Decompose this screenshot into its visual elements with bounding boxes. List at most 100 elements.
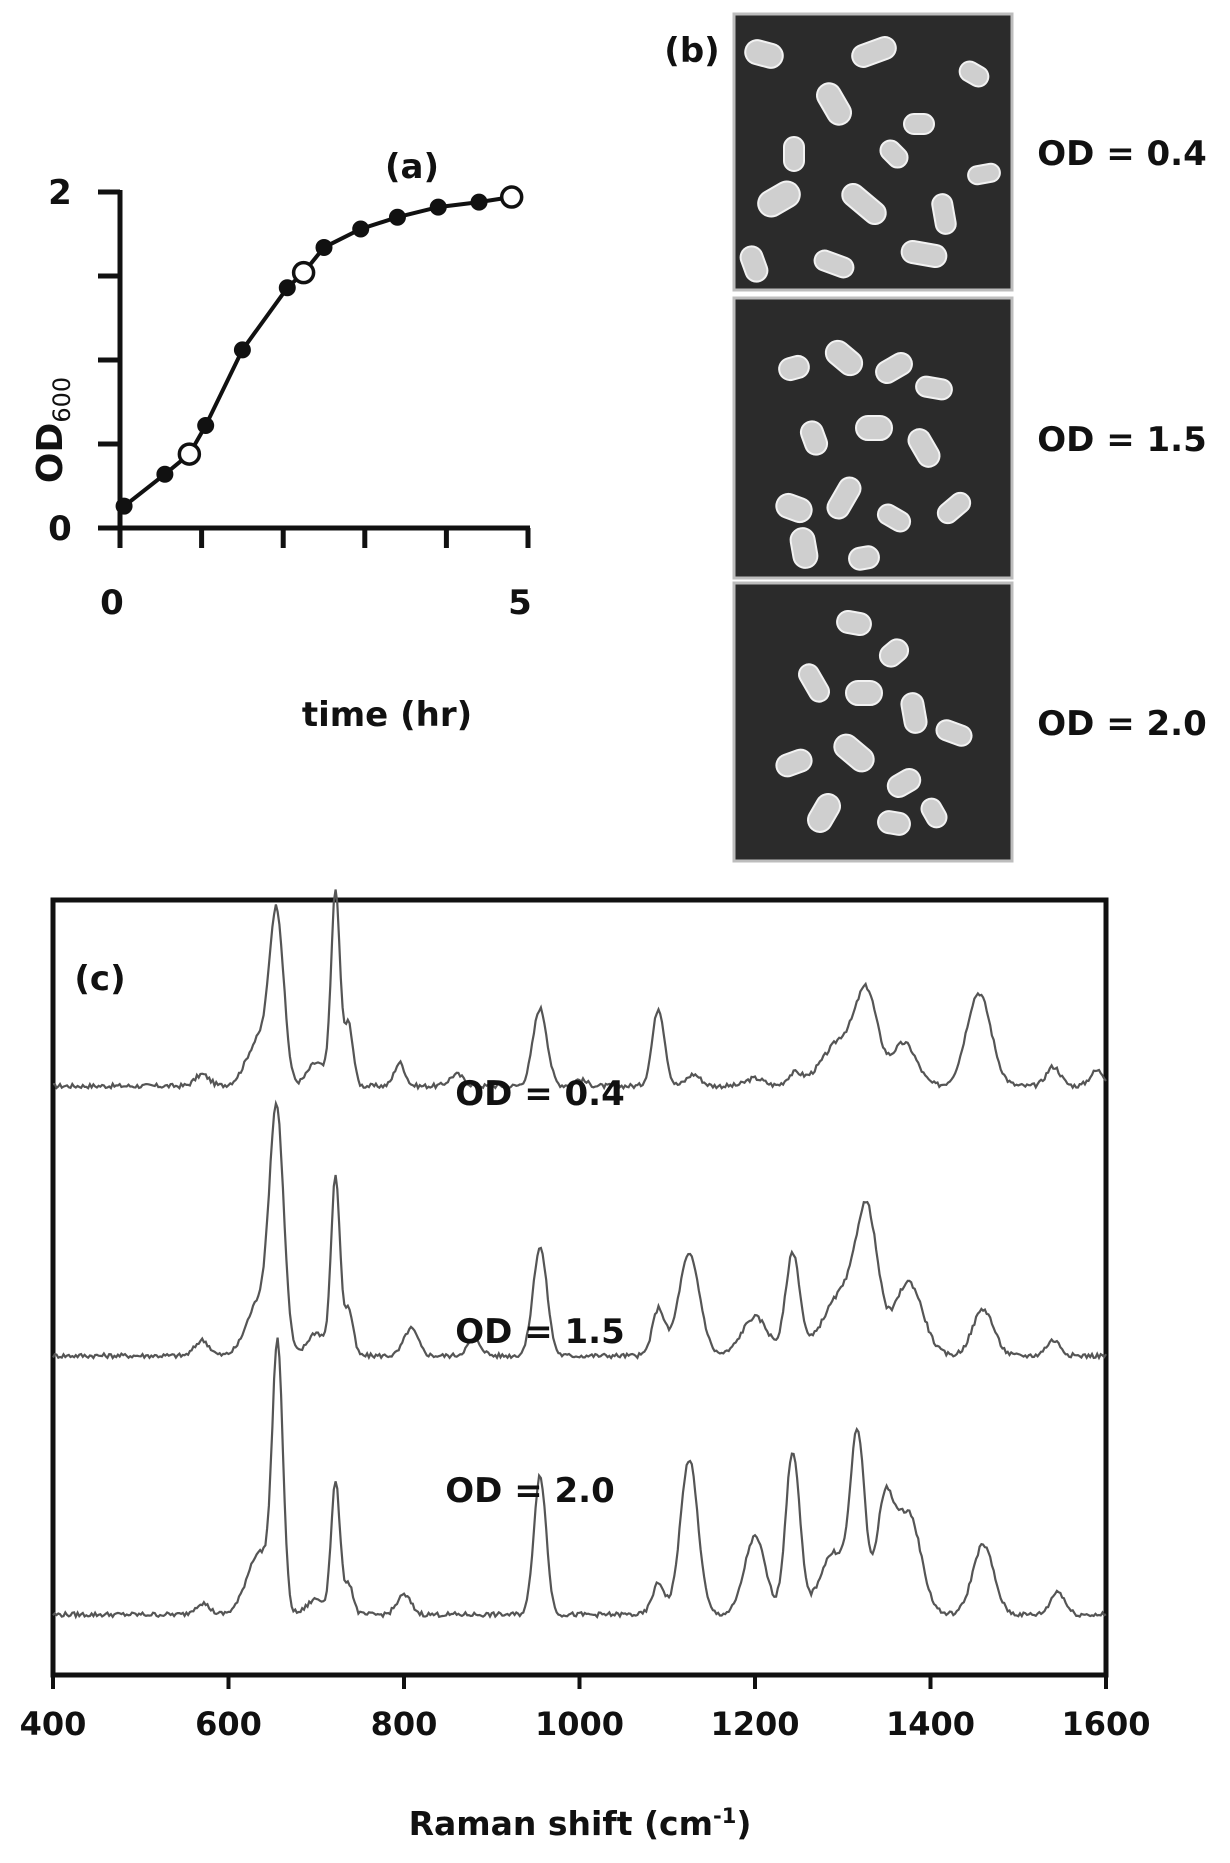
y-axis-label: OD600 <box>30 377 76 483</box>
data-point-open <box>291 260 316 285</box>
raman-x-tick-label: 1200 <box>710 1705 799 1743</box>
raman-x-tick-label: 1600 <box>1061 1705 1150 1743</box>
bacterium-cell <box>757 180 801 218</box>
micrograph-2: OD = 1.5 <box>732 296 1207 580</box>
bacterium-cell <box>877 810 911 836</box>
bacterium-cell <box>900 692 928 734</box>
raman-x-tick-label: 800 <box>371 1705 438 1743</box>
micrograph-background <box>732 581 1014 863</box>
bacterium-cell <box>920 797 948 829</box>
bacterium-cell <box>907 428 941 468</box>
bacterium-cell <box>833 733 875 773</box>
data-point <box>278 279 296 297</box>
bacterium-cell <box>824 339 864 377</box>
data-point <box>315 238 333 256</box>
growth-curve-ticks <box>98 189 531 548</box>
raman-x-tick-label: 400 <box>20 1705 87 1743</box>
raman-x-tick-label: 1400 <box>886 1705 975 1743</box>
bacterium-cell <box>936 491 972 525</box>
micrograph-1: OD = 0.4 <box>732 12 1207 292</box>
bacterium-cell <box>875 352 913 384</box>
growth-curve-series <box>115 185 524 515</box>
raman-x-axis-label-end: ) <box>736 1804 751 1843</box>
raman-plot-frame <box>50 897 1109 1678</box>
raman-x-tick-label: 1000 <box>535 1705 624 1743</box>
bacterium-cell <box>876 503 912 533</box>
bacterium-cell <box>826 476 862 520</box>
data-point <box>197 417 215 435</box>
bacterium-cell <box>915 375 953 401</box>
bacterium-cell <box>744 39 784 69</box>
bacterium-cell <box>778 354 810 382</box>
raman-spectra-chart: (c) 400 600 800 1000 1200 1400 1600 OD = 0.4OD… <box>20 889 1151 1843</box>
data-point-open <box>499 185 524 209</box>
micrograph-stack: OD = 0.4 OD = 1.5 OD = 2.0 <box>732 12 1207 863</box>
micrograph-3: OD = 2.0 <box>732 581 1207 863</box>
bacterium-cell <box>900 240 948 268</box>
panel-b-label: (b) <box>664 31 719 71</box>
bacterium-cell <box>935 719 973 747</box>
bacterium-cell <box>879 139 909 169</box>
bacterium-cell <box>967 162 1001 186</box>
raman-series-label: OD = 1.5 <box>455 1312 625 1352</box>
y-tick-label: 2 <box>48 173 72 213</box>
raman-x-axis-label-superscript: -1 <box>713 1804 736 1828</box>
bacterium-cell <box>958 60 990 88</box>
raman-x-axis-label: Raman shift (cm-1) <box>409 1804 752 1843</box>
growth-curve-tick-labels: 0 5 0 2 <box>48 173 532 623</box>
panel-a-label: (a) <box>385 147 439 187</box>
raman-spectrum-line <box>52 889 1107 1091</box>
raman-x-tick-label: 600 <box>195 1705 262 1743</box>
y-tick-label: 0 <box>48 509 72 549</box>
micrograph-od-label: OD = 2.0 <box>1037 704 1207 744</box>
bacterium-cell <box>798 663 830 703</box>
data-point <box>115 497 133 515</box>
bacterium-cell <box>789 527 819 569</box>
data-point <box>156 465 174 483</box>
growth-curve-chart: (a) 0 5 0 2 time (hr) OD600 <box>30 147 532 735</box>
data-point <box>470 193 488 211</box>
x-axis-label: time (hr) <box>302 695 472 735</box>
raman-series <box>52 889 1107 1620</box>
bacterium-cell <box>848 545 880 571</box>
bacterium-cell <box>931 193 957 235</box>
data-point-open <box>177 442 202 466</box>
raman-x-tick-labels: 400 600 800 1000 1200 1400 1600 <box>20 1705 1151 1743</box>
raman-x-ticks <box>51 1675 1108 1689</box>
x-tick-label: 0 <box>100 583 124 623</box>
raman-series-label: OD = 0.4 <box>455 1074 625 1114</box>
y-axis-label-subscript: 600 <box>48 377 76 423</box>
micrograph-od-label: OD = 1.5 <box>1037 420 1207 460</box>
raman-x-axis-label-main: Raman shift (cm <box>409 1804 713 1843</box>
micrograph-panel: (b) OD = 0.4 OD = 1.5 OD = 2.0 <box>664 12 1207 863</box>
raman-series-label: OD = 2.0 <box>445 1471 615 1511</box>
bacterium-cell <box>816 82 852 126</box>
bacterium-cell <box>845 680 883 706</box>
raman-series-labels: OD = 0.4 OD = 1.5 OD = 2.0 <box>445 1074 625 1511</box>
y-axis-label-main: OD <box>30 423 71 484</box>
bacterium-cell <box>851 36 897 68</box>
x-tick-label: 5 <box>508 583 532 623</box>
bacterium-cell <box>886 768 922 798</box>
bacterium-cell <box>739 245 769 283</box>
bacterium-cell <box>841 183 887 225</box>
panel-c-label: (c) <box>74 959 125 999</box>
data-point <box>429 198 447 216</box>
bacterium-cell <box>903 113 935 135</box>
data-point <box>233 341 251 359</box>
raman-spectrum-line <box>52 1099 1107 1361</box>
bacterium-cell <box>836 609 872 637</box>
bacterium-cell <box>775 748 813 778</box>
bacterium-cell <box>783 136 805 172</box>
bacterium-cell <box>855 415 893 441</box>
bacterium-cell <box>807 793 841 833</box>
data-point <box>352 220 370 238</box>
data-point <box>388 208 406 226</box>
bacterium-cell <box>813 249 855 279</box>
raman-spectrum-line <box>52 1337 1107 1620</box>
micrograph-od-label: OD = 0.4 <box>1037 134 1207 174</box>
bacterium-cell <box>775 492 813 524</box>
bacterium-cell <box>799 420 829 456</box>
bacterium-cell <box>878 638 910 668</box>
